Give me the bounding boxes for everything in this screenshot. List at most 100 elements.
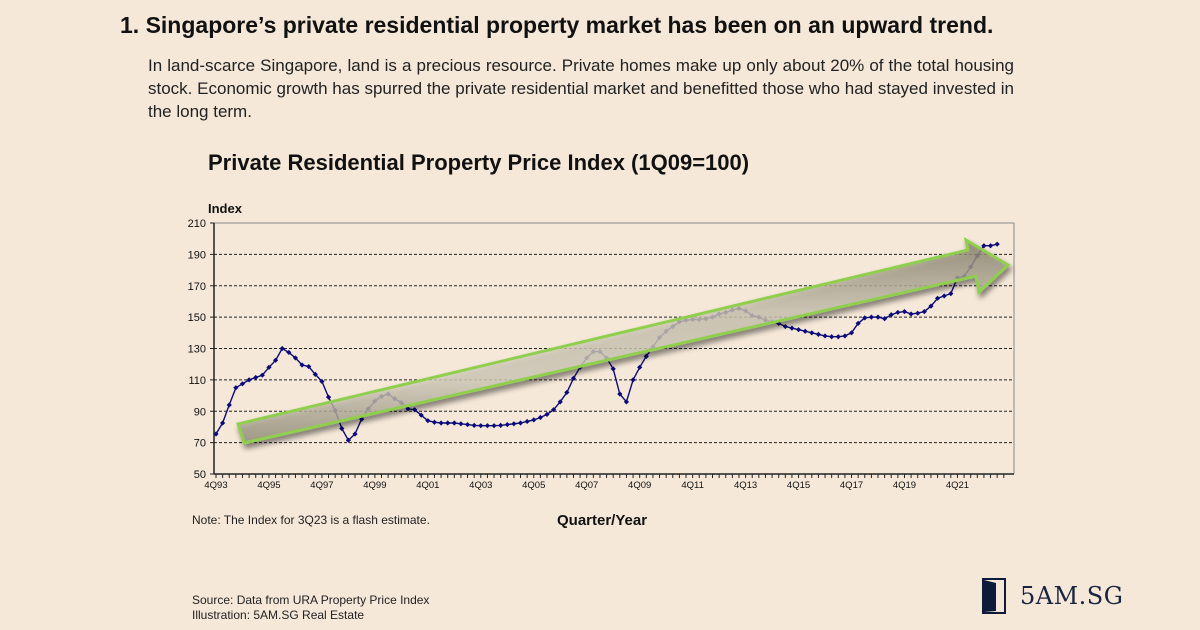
data-point: [557, 399, 563, 405]
data-point: [934, 295, 941, 301]
data-point: [855, 320, 861, 326]
data-point: [213, 431, 219, 437]
data-point: [259, 372, 265, 378]
data-point: [928, 303, 934, 309]
y-tick-label: 210: [188, 218, 206, 230]
data-point: [220, 420, 226, 426]
data-point: [299, 362, 305, 368]
x-axis-label: Quarter/Year: [557, 512, 648, 529]
x-tick-label: 4Q03: [469, 480, 492, 491]
data-point: [630, 377, 636, 383]
data-point: [809, 330, 815, 336]
source-line: Source: Data from URA Property Price Ind…: [192, 593, 430, 607]
data-point: [895, 309, 901, 316]
data-point: [451, 420, 457, 426]
data-point: [868, 314, 874, 320]
data-point: [815, 331, 822, 337]
data-point: [994, 241, 1000, 247]
data-point: [623, 399, 630, 405]
y-tick-labels: 50 70 90 110 130 150 170 190 210: [188, 218, 206, 481]
y-tick-label: 110: [188, 375, 206, 387]
data-point: [292, 355, 299, 361]
data-point: [517, 420, 524, 426]
x-tick-label: 4Q11: [681, 480, 704, 491]
data-point: [908, 311, 914, 317]
data-point: [312, 371, 318, 377]
data-point: [286, 349, 292, 356]
data-point: [848, 330, 855, 336]
y-tick-label: 50: [194, 469, 206, 481]
data-point: [478, 423, 484, 429]
data-point: [551, 407, 557, 413]
page-heading: 1. Singapore’s private residential prope…: [120, 12, 994, 38]
data-point: [438, 420, 444, 426]
chart-title: Private Residential Property Price Index…: [208, 150, 750, 175]
intro-paragraph: In land-scarce Singapore, land is a prec…: [148, 56, 1014, 121]
x-tick-label: 4Q13: [734, 480, 757, 491]
x-tick-label: 4Q21: [946, 480, 969, 491]
x-tick-label: 4Q93: [204, 480, 227, 491]
data-point: [617, 391, 623, 397]
data-point: [564, 389, 570, 396]
source-block: Source: Data from URA Property Price Ind…: [192, 593, 429, 623]
data-point: [484, 423, 491, 429]
data-point: [901, 309, 908, 315]
data-point: [239, 381, 246, 387]
data-point: [941, 293, 947, 299]
y-tick-label: 190: [188, 249, 206, 261]
x-tick-label: 4Q09: [628, 480, 651, 491]
data-point: [610, 366, 616, 372]
axes: [210, 222, 1015, 478]
x-tick-label: 4Q97: [310, 480, 333, 491]
data-point: [319, 378, 325, 385]
x-tick-label: 4Q05: [522, 480, 545, 491]
data-point: [948, 290, 954, 297]
data-point: [862, 315, 868, 321]
data-point: [246, 377, 252, 383]
data-point: [882, 316, 888, 322]
data-point: [835, 334, 841, 340]
x-tick-label: 4Q95: [257, 480, 280, 491]
data-point: [339, 425, 345, 432]
data-point: [445, 420, 451, 426]
x-tick-label: 4Q17: [840, 480, 863, 491]
trend-arrow: [236, 236, 1011, 445]
y-tick-label: 170: [188, 281, 206, 293]
data-point: [253, 374, 259, 381]
data-point: [544, 411, 550, 417]
data-point: [524, 418, 530, 425]
data-point: [431, 419, 438, 425]
data-point: [279, 345, 285, 352]
x-tick-label: 4Q01: [416, 480, 439, 491]
data-point: [637, 364, 643, 370]
data-point: [782, 323, 788, 330]
data-point: [345, 437, 351, 443]
data-point: [233, 385, 239, 391]
data-point: [531, 417, 537, 423]
chart-note: Note: The Index for 3Q23 is a flash esti…: [192, 513, 430, 527]
data-point: [325, 394, 332, 400]
data-point: [226, 402, 232, 408]
data-point: [504, 421, 510, 428]
illustration-line: Illustration: 5AM.SG Real Estate: [192, 608, 365, 622]
x-tick-label: 4Q15: [787, 480, 810, 491]
data-point: [875, 314, 881, 320]
y-tick-label: 150: [188, 312, 206, 324]
data-point: [789, 325, 795, 331]
data-point: [981, 243, 987, 249]
y-tick-label: 70: [194, 438, 206, 450]
y-tick-label: 130: [188, 344, 206, 356]
x-tick-labels: 4Q93 4Q95 4Q97 4Q99 4Q01 4Q03 4Q05 4Q07 4Q09 4Q11…: [204, 480, 969, 491]
trend-arrow-shape: [236, 236, 1011, 445]
brand-logo: 5AM.SG: [982, 578, 1123, 614]
data-point: [425, 418, 431, 424]
data-point: [464, 421, 471, 428]
data-point: [491, 423, 497, 429]
data-point: [888, 312, 894, 318]
data-point: [537, 414, 543, 421]
data-point: [795, 327, 802, 333]
data-point: [418, 412, 424, 418]
data-point: [829, 334, 835, 340]
data-point: [776, 320, 782, 326]
